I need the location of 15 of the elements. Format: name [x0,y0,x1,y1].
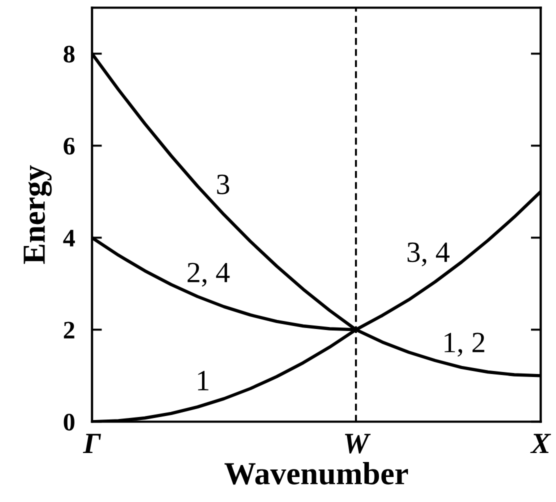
y-axis-title: Energy [24,165,52,264]
x-axis-title: Wavenumber [224,462,408,485]
y-tick-label: 6 [64,138,75,155]
x-tick-label: Γ [82,434,101,454]
annotation: 1, 2 [444,332,484,357]
annotation: 3 [217,174,230,194]
y-tick-label: 0 [64,414,74,431]
x-tick-label: X [530,434,552,454]
annotation: 2, 4 [188,262,230,287]
y-tick-label: 4 [63,230,75,246]
annotation: 1 [198,370,208,390]
x-tick-label: W [344,434,371,454]
y-tick-label: 8 [64,46,75,63]
y-tick-label: 2 [64,322,74,338]
annotation: 3, 4 [408,242,450,266]
